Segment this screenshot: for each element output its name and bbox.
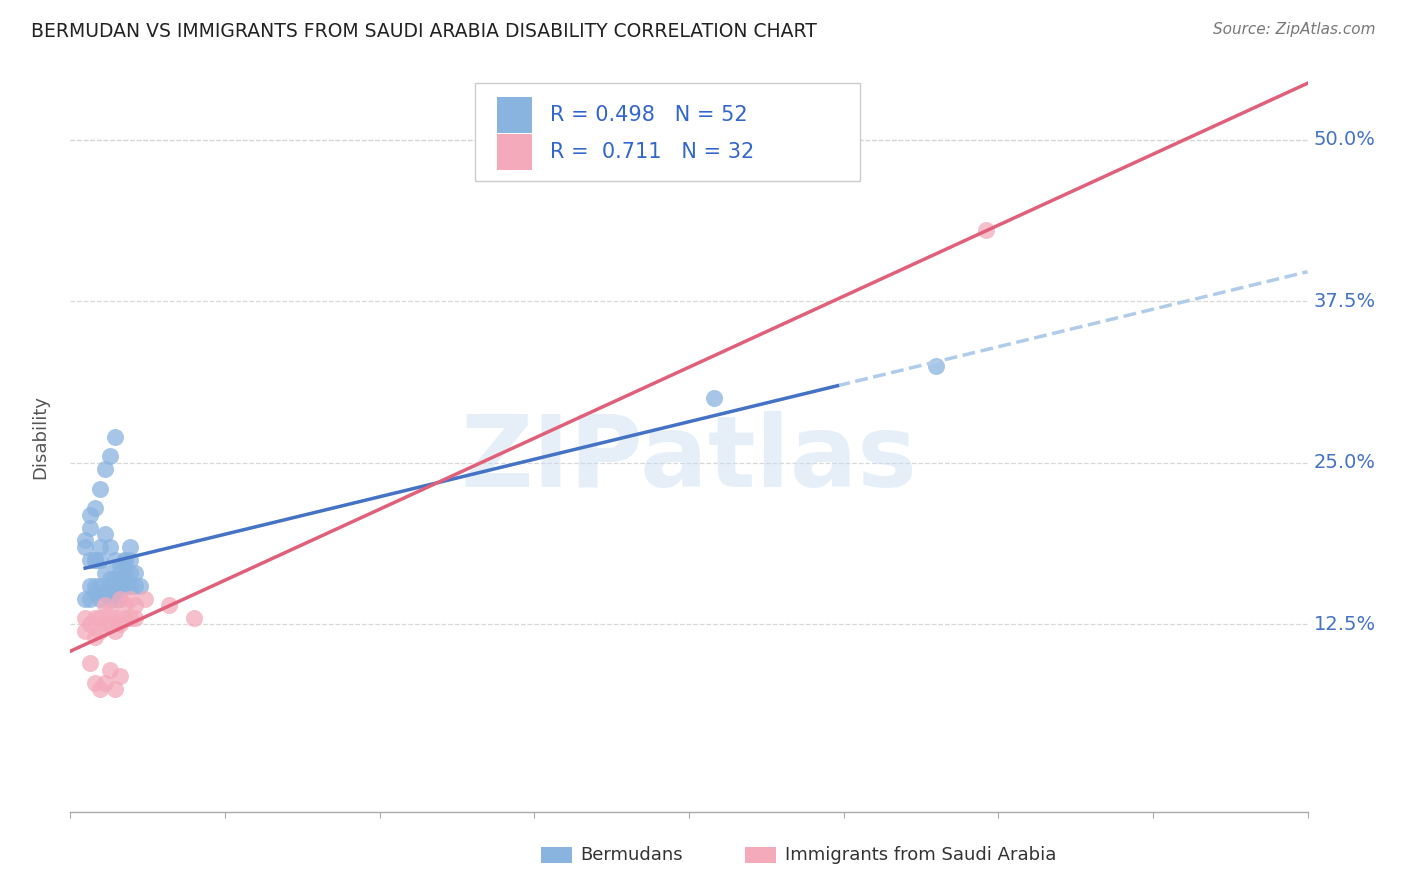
Point <box>75 624 97 638</box>
Point <box>118 611 141 625</box>
Point <box>89 591 111 606</box>
Point <box>84 501 107 516</box>
Point <box>84 611 107 625</box>
Point <box>84 553 107 567</box>
Text: 37.5%: 37.5% <box>1313 292 1376 311</box>
Point <box>94 585 117 599</box>
Point <box>114 598 136 612</box>
Point <box>79 617 101 632</box>
Bar <box>498 97 531 133</box>
Point <box>124 566 146 580</box>
Point <box>114 566 136 580</box>
Y-axis label: Disability: Disability <box>31 395 49 479</box>
Text: R = 0.498   N = 52: R = 0.498 N = 52 <box>550 105 748 125</box>
Point <box>118 566 141 580</box>
Point <box>108 572 131 586</box>
Point <box>114 553 136 567</box>
Point <box>94 675 117 690</box>
Point <box>183 611 205 625</box>
Point <box>108 591 131 606</box>
Text: 25.0%: 25.0% <box>1313 453 1375 473</box>
Point <box>104 681 127 696</box>
Point <box>104 553 127 567</box>
Point <box>89 540 111 554</box>
Text: 50.0%: 50.0% <box>1313 130 1375 150</box>
Point <box>108 579 131 593</box>
Point <box>118 579 141 593</box>
Point <box>925 359 948 373</box>
Point <box>84 585 107 599</box>
Point <box>114 611 136 625</box>
Point <box>128 579 150 593</box>
Point <box>104 611 127 625</box>
Point <box>98 605 121 619</box>
Point <box>114 553 136 567</box>
Point <box>94 598 117 612</box>
Point <box>108 566 131 580</box>
FancyBboxPatch shape <box>475 83 859 181</box>
Text: Bermudans: Bermudans <box>581 847 683 864</box>
Point <box>79 520 101 534</box>
Point <box>94 617 117 632</box>
Text: 12.5%: 12.5% <box>1313 615 1376 634</box>
Point <box>98 617 121 632</box>
Point <box>89 553 111 567</box>
Point <box>75 540 97 554</box>
Point <box>75 611 97 625</box>
Point <box>104 572 127 586</box>
Point <box>94 527 117 541</box>
Point <box>98 591 121 606</box>
Point <box>124 579 146 593</box>
Point <box>94 566 117 580</box>
Text: BERMUDAN VS IMMIGRANTS FROM SAUDI ARABIA DISABILITY CORRELATION CHART: BERMUDAN VS IMMIGRANTS FROM SAUDI ARABIA… <box>31 22 817 41</box>
Point <box>108 669 131 683</box>
Point <box>84 675 107 690</box>
Point <box>94 462 117 476</box>
Point <box>104 591 127 606</box>
Point <box>703 392 725 406</box>
Point <box>94 585 117 599</box>
Bar <box>498 135 531 170</box>
Point <box>157 598 180 612</box>
Point <box>79 508 101 522</box>
Point <box>974 223 997 237</box>
Point <box>98 663 121 677</box>
Text: R =  0.711   N = 32: R = 0.711 N = 32 <box>550 143 755 162</box>
Text: Immigrants from Saudi Arabia: Immigrants from Saudi Arabia <box>785 847 1056 864</box>
Point <box>89 624 111 638</box>
Point <box>79 579 101 593</box>
Point <box>84 630 107 644</box>
Point <box>98 540 121 554</box>
Point <box>108 617 131 632</box>
Point <box>84 579 107 593</box>
Point <box>118 553 141 567</box>
Point <box>124 611 146 625</box>
Point <box>98 579 121 593</box>
Point <box>118 540 141 554</box>
Point <box>134 591 156 606</box>
Point <box>118 591 141 606</box>
Point <box>98 572 121 586</box>
Point <box>89 482 111 496</box>
Point <box>89 611 111 625</box>
Point <box>114 579 136 593</box>
Point <box>89 681 111 696</box>
Point <box>75 533 97 548</box>
Text: Source: ZipAtlas.com: Source: ZipAtlas.com <box>1212 22 1375 37</box>
Point <box>104 624 127 638</box>
Point <box>104 585 127 599</box>
Point <box>98 450 121 464</box>
Point <box>124 598 146 612</box>
Point <box>79 656 101 670</box>
Text: ZIPatlas: ZIPatlas <box>461 411 917 508</box>
Point <box>104 430 127 444</box>
Point <box>79 553 101 567</box>
Point <box>84 553 107 567</box>
Point <box>75 591 97 606</box>
Point <box>108 579 131 593</box>
Point <box>108 591 131 606</box>
Point <box>89 579 111 593</box>
Point <box>79 591 101 606</box>
Point <box>108 559 131 574</box>
